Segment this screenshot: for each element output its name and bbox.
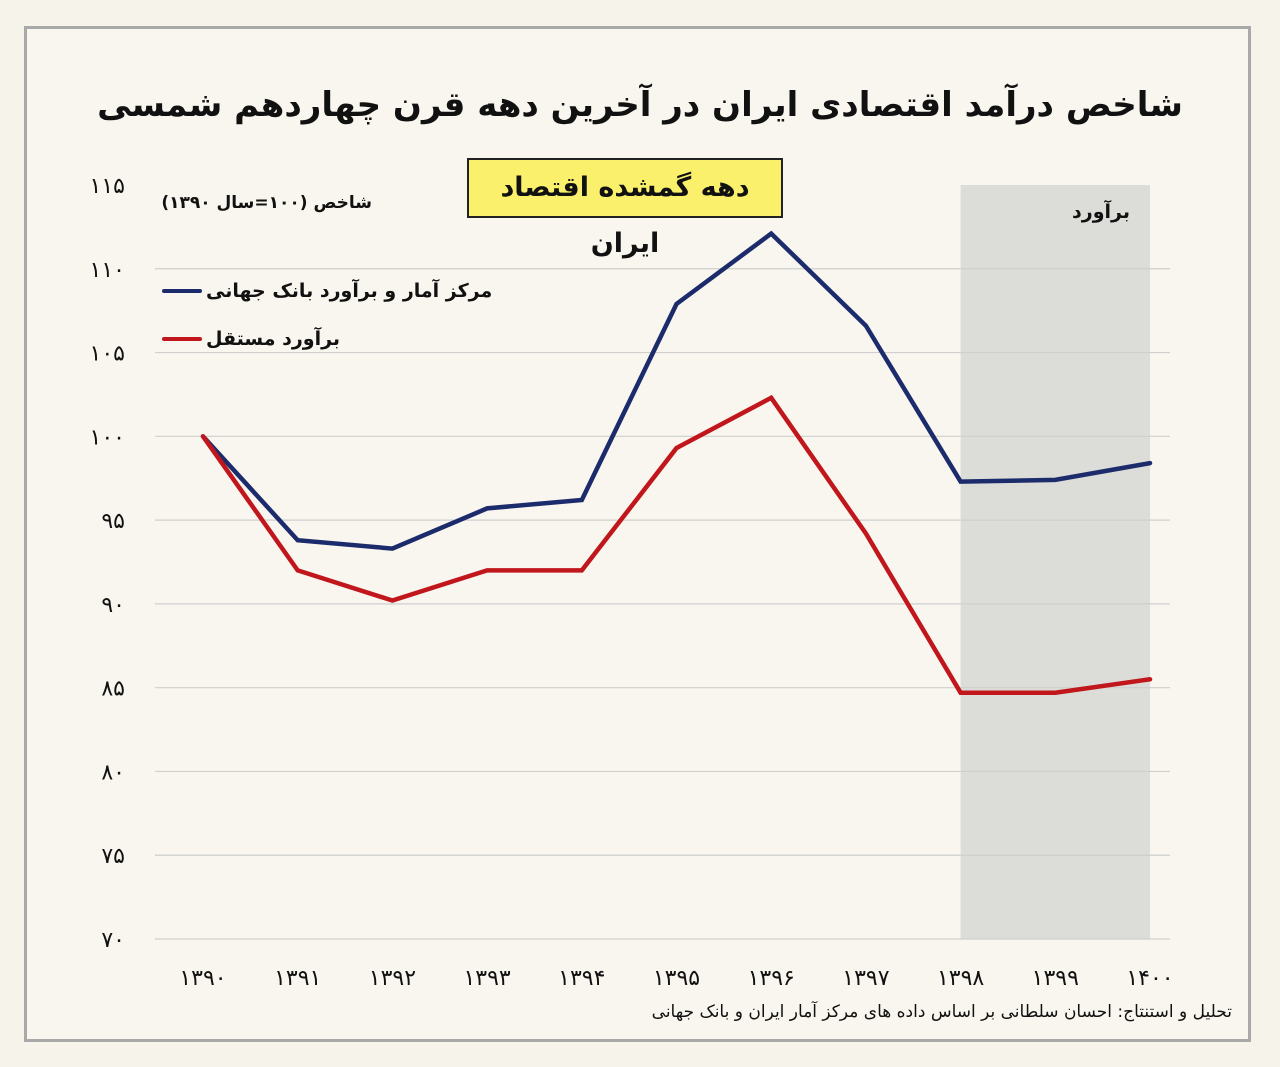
y-tick-label: ۱۱۰ xyxy=(90,258,125,283)
legend-swatch-series-1 xyxy=(162,289,202,293)
x-tick-label: ۱۳۹۷ xyxy=(842,966,889,991)
x-tick-label: ۱۳۹۵ xyxy=(653,966,700,991)
chart-subtitle-box: دهه گمشده اقتصاد ایران xyxy=(467,158,783,259)
x-tick-label: ۱۳۹۶ xyxy=(748,966,795,991)
source-note: تحلیل و استنتاج: احسان سلطانی بر اساس دا… xyxy=(651,1002,1232,1022)
legend-label-series-1: مرکز آمار و برآورد بانک جهانی xyxy=(206,280,493,302)
y-tick-label: ۷۰ xyxy=(101,928,125,953)
legend-swatch-series-2 xyxy=(162,337,202,341)
y-tick-label: ۹۵ xyxy=(101,509,125,534)
x-tick-label: ۱۴۰۰ xyxy=(1126,966,1173,991)
chart-title: شاخص درآمد اقتصادی ایران در آخرین دهه قر… xyxy=(97,85,1183,125)
series-line-2 xyxy=(200,394,1153,695)
legend-item-series-1: مرکز آمار و برآورد بانک جهانی xyxy=(162,280,492,302)
x-tick-label: ۱۳۹۳ xyxy=(463,966,510,991)
legend-item-series-2: برآورد مستقل xyxy=(162,328,340,350)
x-tick-label: ۱۳۹۹ xyxy=(1032,966,1079,991)
series-line-1 xyxy=(200,230,1153,551)
forecast-region-label: برآورد xyxy=(1072,199,1130,223)
y-tick-label: ۸۰ xyxy=(101,760,125,785)
y-tick-label: ۹۰ xyxy=(101,593,125,618)
y-tick-label: ۷۵ xyxy=(101,844,125,869)
forecast-shaded-region xyxy=(960,185,1150,939)
x-tick-label: ۱۳۹۰ xyxy=(179,966,226,991)
y-tick-label: ۱۰۵ xyxy=(90,342,125,367)
y-tick-label: ۱۱۵ xyxy=(90,174,125,199)
y-tick-label: ۱۰۰ xyxy=(90,425,125,450)
x-tick-label: ۱۳۹۸ xyxy=(937,966,984,991)
legend-label-series-2: برآورد مستقل xyxy=(206,328,341,350)
x-tick-label: ۱۳۹۲ xyxy=(369,966,416,991)
y-axis-label: شاخص (۱۰۰=سال ۱۳۹۰) xyxy=(161,193,372,213)
chart-subtitle: دهه گمشده اقتصاد ایران xyxy=(500,172,750,259)
x-tick-label: ۱۳۹۴ xyxy=(558,966,605,991)
x-tick-label: ۱۳۹۱ xyxy=(274,966,321,991)
y-tick-label: ۸۵ xyxy=(101,677,125,702)
